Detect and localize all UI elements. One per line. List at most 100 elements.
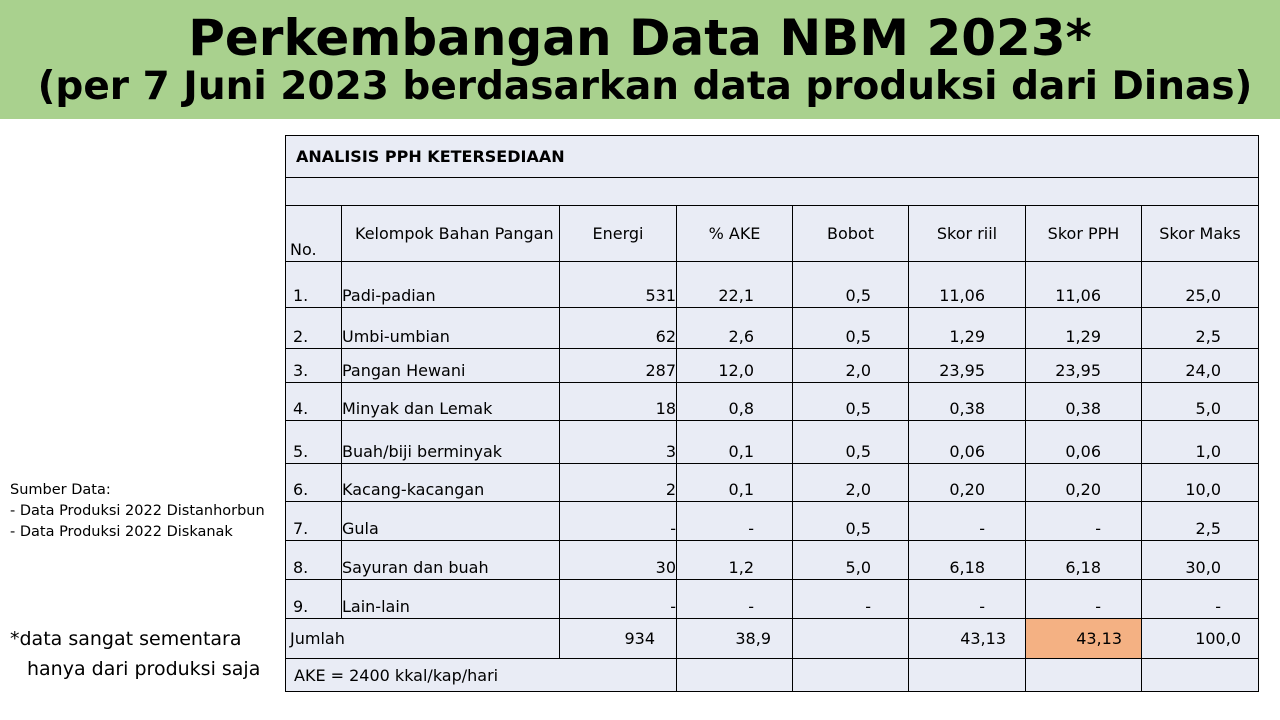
cell-skor-pph: 0,20 — [1025, 463, 1142, 502]
header-skor-riil: Skor riil — [908, 205, 1026, 262]
cell-ake: 22,1 — [676, 261, 793, 308]
table-row: 4. Minyak dan Lemak 18 0,8 0,5 0,38 0,38… — [285, 382, 1259, 421]
cell-ake: - — [676, 501, 793, 541]
cell-energi: - — [559, 579, 677, 619]
cell-bobot: 0,5 — [792, 307, 909, 349]
cell-kelompok: Umbi-umbian — [341, 307, 560, 349]
table-row: 8. Sayuran dan buah 30 1,2 5,0 6,18 6,18… — [285, 540, 1259, 580]
cell-ake: 0,1 — [676, 420, 793, 464]
cell-kelompok: Kacang-kacangan — [341, 463, 560, 502]
cell-skor-riil: 11,06 — [908, 261, 1026, 308]
cell-skor-riil: - — [908, 579, 1026, 619]
cell-energi: 287 — [559, 348, 677, 383]
cell-no: 8. — [285, 540, 342, 580]
cell-energi: 2 — [559, 463, 677, 502]
cell-energi: 531 — [559, 261, 677, 308]
pph-table: ANALISIS PPH KETERSEDIAAN No. Kelompok B… — [285, 135, 1259, 692]
cell-kelompok: Buah/biji berminyak — [341, 420, 560, 464]
cell-no: 1. — [285, 261, 342, 308]
cell-no: 9. — [285, 579, 342, 619]
total-ake: 38,9 — [676, 618, 793, 659]
cell-skor-pph: 0,38 — [1025, 382, 1142, 421]
cell-skor-maks: - — [1141, 579, 1259, 619]
cell-no: 4. — [285, 382, 342, 421]
cell-skor-riil: 1,29 — [908, 307, 1026, 349]
source-title: Sumber Data: — [10, 482, 111, 498]
cell-skor-maks: 5,0 — [1141, 382, 1259, 421]
cell-skor-pph: 0,06 — [1025, 420, 1142, 464]
table-title: ANALISIS PPH KETERSEDIAAN — [285, 135, 1259, 178]
table-row: 9. Lain-lain - - - - - - — [285, 579, 1259, 619]
cell-no: 6. — [285, 463, 342, 502]
header-skor-pph: Skor PPH — [1025, 205, 1142, 262]
cell-ake: 0,1 — [676, 463, 793, 502]
cell-skor-pph: 1,29 — [1025, 307, 1142, 349]
cell-bobot: 2,0 — [792, 348, 909, 383]
disclaimer-note: hanya dari produksi saja — [27, 658, 261, 680]
cell-bobot: 0,5 — [792, 261, 909, 308]
cell-no: 7. — [285, 501, 342, 541]
total-bobot — [792, 618, 909, 659]
cell-energi: 30 — [559, 540, 677, 580]
header-no: No. — [285, 205, 342, 262]
cell-ake: - — [676, 579, 793, 619]
cell-kelompok: Sayuran dan buah — [341, 540, 560, 580]
total-skor-riil: 43,13 — [908, 618, 1026, 659]
table-row: 3. Pangan Hewani 287 12,0 2,0 23,95 23,9… — [285, 348, 1259, 383]
cell-ake: 12,0 — [676, 348, 793, 383]
header-skor-maks: Skor Maks — [1141, 205, 1259, 262]
cell-skor-maks: 25,0 — [1141, 261, 1259, 308]
table-row: 6. Kacang-kacangan 2 0,1 2,0 0,20 0,20 1… — [285, 463, 1259, 502]
header-ake: % AKE — [676, 205, 793, 262]
total-skor-maks: 100,0 — [1141, 618, 1259, 659]
cell-kelompok: Pangan Hewani — [341, 348, 560, 383]
cell-skor-pph: - — [1025, 579, 1142, 619]
page-subtitle: (per 7 Juni 2023 berdasarkan data produk… — [37, 64, 1253, 109]
cell-bobot: 0,5 — [792, 501, 909, 541]
disclaimer-note: *data sangat sementara — [10, 628, 242, 650]
header-energi: Energi — [559, 205, 677, 262]
cell-skor-riil: 0,06 — [908, 420, 1026, 464]
cell-ake: 2,6 — [676, 307, 793, 349]
cell-skor-riil: 23,95 — [908, 348, 1026, 383]
cell-skor-pph: 23,95 — [1025, 348, 1142, 383]
header-bobot: Bobot — [792, 205, 909, 262]
cell-skor-maks: 30,0 — [1141, 540, 1259, 580]
total-energi: 934 — [559, 618, 677, 659]
cell-bobot: 2,0 — [792, 463, 909, 502]
total-row: Jumlah 934 38,9 43,13 43,13 100,0 — [285, 618, 1259, 659]
cell-energi: 18 — [559, 382, 677, 421]
cell-bobot: 0,5 — [792, 382, 909, 421]
table-title-row: ANALISIS PPH KETERSEDIAAN — [285, 135, 1259, 178]
cell-energi: - — [559, 501, 677, 541]
source-line: - Data Produksi 2022 Distanhorbun — [10, 503, 265, 519]
footer-row: AKE = 2400 kkal/kap/hari — [285, 658, 1259, 692]
cell-skor-riil: 0,20 — [908, 463, 1026, 502]
header-kelompok: Kelompok Bahan Pangan — [341, 205, 560, 262]
cell-bobot: 0,5 — [792, 420, 909, 464]
cell-skor-riil: 6,18 — [908, 540, 1026, 580]
header-row: No. Kelompok Bahan Pangan Energi % AKE B… — [285, 205, 1259, 262]
cell-energi: 62 — [559, 307, 677, 349]
cell-skor-maks: 2,5 — [1141, 501, 1259, 541]
cell-skor-pph: 6,18 — [1025, 540, 1142, 580]
cell-no: 3. — [285, 348, 342, 383]
cell-kelompok: Lain-lain — [341, 579, 560, 619]
spacer-row — [285, 177, 1259, 206]
cell-skor-riil: 0,38 — [908, 382, 1026, 421]
table-row: 7. Gula - - 0,5 - - 2,5 — [285, 501, 1259, 541]
total-skor-pph: 43,13 — [1025, 618, 1142, 659]
cell-ake: 1,2 — [676, 540, 793, 580]
cell-skor-pph: - — [1025, 501, 1142, 541]
total-label: Jumlah — [285, 618, 560, 659]
source-line: - Data Produksi 2022 Diskanak — [10, 524, 233, 540]
cell-skor-maks: 2,5 — [1141, 307, 1259, 349]
data-source-note: Sumber Data: - Data Produksi 2022 Distan… — [10, 480, 265, 543]
table-row: 5. Buah/biji berminyak 3 0,1 0,5 0,06 0,… — [285, 420, 1259, 464]
cell-ake: 0,8 — [676, 382, 793, 421]
table-row: 2. Umbi-umbian 62 2,6 0,5 1,29 1,29 2,5 — [285, 307, 1259, 349]
ake-footnote: AKE = 2400 kkal/kap/hari — [285, 658, 677, 692]
cell-energi: 3 — [559, 420, 677, 464]
cell-skor-pph: 11,06 — [1025, 261, 1142, 308]
cell-no: 2. — [285, 307, 342, 349]
